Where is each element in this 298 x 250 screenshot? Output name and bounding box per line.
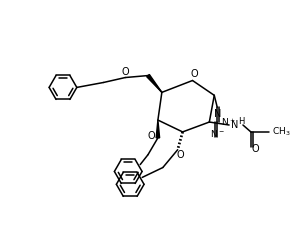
Text: N$^+$: N$^+$ [221, 116, 236, 128]
Text: N: N [231, 120, 238, 130]
Polygon shape [156, 120, 160, 138]
Text: O: O [252, 144, 260, 154]
Text: O: O [122, 66, 129, 76]
Text: N: N [214, 109, 221, 119]
Polygon shape [147, 74, 162, 92]
Text: CH$_3$: CH$_3$ [271, 126, 290, 138]
Text: H: H [238, 116, 244, 126]
Text: N$^-$: N$^-$ [210, 128, 225, 139]
Text: O: O [177, 150, 184, 160]
Text: O: O [147, 131, 155, 141]
Text: O: O [191, 68, 198, 78]
